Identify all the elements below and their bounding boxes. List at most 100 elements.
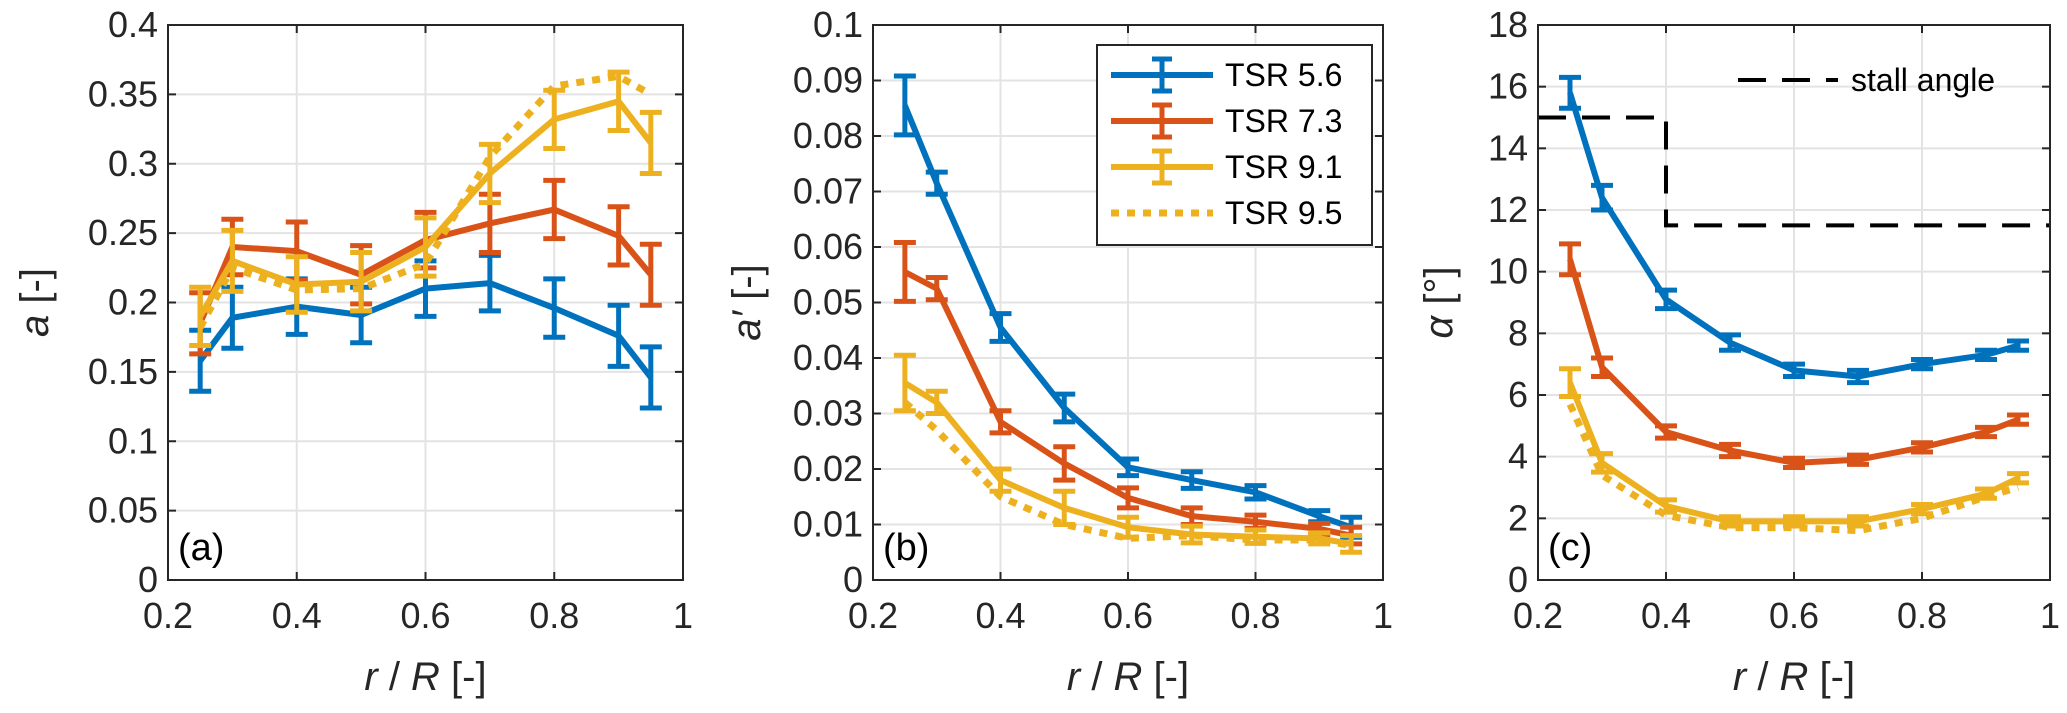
error-bar	[1847, 452, 1869, 467]
error-bar	[2007, 338, 2029, 353]
y-tick-label: 2	[1508, 497, 1528, 538]
x-tick-label: 0.6	[1769, 595, 1819, 636]
y-axis-label: α [°]	[1417, 266, 1461, 338]
series-line	[1566, 402, 2019, 535]
y-axis-label-part: [-]	[725, 264, 769, 311]
y-tick-label: 0.09	[793, 60, 863, 101]
error-bar	[285, 254, 308, 315]
y-tick-label: 0.05	[793, 282, 863, 323]
error-bar	[189, 284, 212, 349]
y-tick-label: 0.08	[793, 115, 863, 156]
legend-label: TSR 9.1	[1225, 149, 1342, 185]
error-bar	[1053, 391, 1076, 425]
y-tick-label: 8	[1508, 312, 1528, 353]
error-bar	[478, 252, 501, 314]
x-tick-label: 0.4	[975, 595, 1025, 636]
error-bar	[2007, 471, 2029, 486]
x-tick-label: 1	[673, 595, 693, 636]
x-tick-label: 0.2	[143, 595, 193, 636]
stall-angle-line	[1538, 115, 2050, 228]
x-axis-label-part: R	[1114, 655, 1143, 699]
x-axis-label-part: /	[1746, 655, 1779, 699]
x-axis-label-part: [-]	[440, 655, 487, 699]
x-axis-label-part: /	[378, 655, 411, 699]
x-axis-label: r / R [-]	[1067, 655, 1189, 699]
legend-item: TSR 9.1	[1111, 148, 1342, 186]
x-axis-label: r / R [-]	[1733, 655, 1855, 699]
x-axis-label-part: r	[364, 655, 379, 699]
series-tsr-9-5	[197, 72, 653, 330]
legend: TSR 5.6 TSR 7.3 TSR 9.1 TSR 9.5	[1096, 44, 1373, 246]
y-tick-label: 0.35	[88, 73, 158, 114]
error-bar	[1975, 347, 1997, 363]
legend-item: TSR 5.6	[1111, 56, 1342, 94]
x-tick-label: 0.6	[400, 595, 450, 636]
y-tick-label: 0.06	[793, 226, 863, 267]
y-axis-label-part: a′	[725, 309, 769, 340]
y-tick-label: 0.1	[108, 420, 158, 461]
y-tick-label: 0.02	[793, 448, 863, 489]
error-bar	[893, 352, 916, 414]
y-axis-label-part: [-]	[13, 268, 57, 315]
y-tick-label: 0.1	[813, 4, 863, 45]
legend-item: TSR 7.3	[1111, 102, 1342, 140]
error-bar	[607, 69, 630, 133]
error-bar	[989, 311, 1012, 344]
y-tick-label: 0.05	[88, 490, 158, 531]
error-bar	[989, 466, 1012, 494]
x-axis-label-part: [-]	[1808, 655, 1855, 699]
y-axis-label-part: a	[13, 315, 57, 337]
y-tick-label: 0	[843, 559, 863, 600]
error-bar	[1911, 357, 1933, 372]
error-bar	[414, 215, 437, 279]
error-bar	[639, 344, 662, 411]
error-bar	[607, 204, 630, 268]
y-tick-label: 0.4	[108, 4, 158, 45]
x-tick-label: 0.8	[1897, 595, 1947, 636]
y-tick-label: 16	[1488, 66, 1528, 107]
error-bar	[925, 169, 948, 197]
x-axis-label-part: r	[1733, 655, 1748, 699]
error-bar	[1117, 485, 1139, 511]
y-tick-label: 14	[1488, 127, 1528, 168]
y-tick-label: 0.01	[793, 504, 863, 545]
y-axis-label-part: α	[1417, 315, 1461, 339]
error-bar	[1847, 367, 1869, 386]
error-bar	[1244, 483, 1267, 502]
error-bar	[2007, 412, 2029, 427]
error-bar	[1053, 444, 1076, 483]
series-tsr-5-6	[1559, 74, 2029, 386]
error-bar	[1655, 423, 1677, 441]
error-bar	[1719, 441, 1741, 460]
y-tick-label: 0.07	[793, 171, 863, 212]
series-tsr-9-5	[902, 399, 1352, 550]
x-axis-label-part: R	[1780, 655, 1809, 699]
x-tick-label: 1	[2040, 595, 2060, 636]
y-tick-label: 0.25	[88, 212, 158, 253]
panel-b: 0.2 0.4 0.6 0.8 1 0 0.01 0.02 0.03 0.04 0.05 0.06 0.…	[725, 4, 1393, 699]
x-tick-label: 0.2	[848, 595, 898, 636]
x-tick-label: 0.4	[1641, 595, 1691, 636]
error-bar	[1180, 469, 1203, 491]
panel-label: (c)	[1548, 527, 1592, 569]
y-tick-label: 6	[1508, 374, 1528, 415]
y-tick-label: 0	[138, 559, 158, 600]
series-line	[197, 72, 653, 330]
error-bar	[1340, 533, 1363, 555]
error-bar	[925, 388, 948, 416]
panel-a: 0.2 0.4 0.6 0.8 1 0 0.05 0.1 0.15 0.2 0.25 0.3 0.35 0…	[13, 4, 693, 699]
y-tick-label: 10	[1488, 251, 1528, 292]
legend-label: TSR 5.6	[1225, 57, 1342, 93]
x-tick-label: 0.8	[529, 595, 579, 636]
x-tick-label: 0.4	[272, 595, 322, 636]
error-bar	[478, 141, 501, 206]
y-tick-label: 0.2	[108, 282, 158, 323]
x-axis-label-part: /	[1080, 655, 1113, 699]
panel-label: (b)	[883, 527, 929, 569]
x-tick-label: 1	[1373, 595, 1393, 636]
legend-label: TSR 9.5	[1225, 195, 1342, 231]
error-bar	[925, 275, 948, 303]
y-tick-label: 12	[1488, 189, 1528, 230]
